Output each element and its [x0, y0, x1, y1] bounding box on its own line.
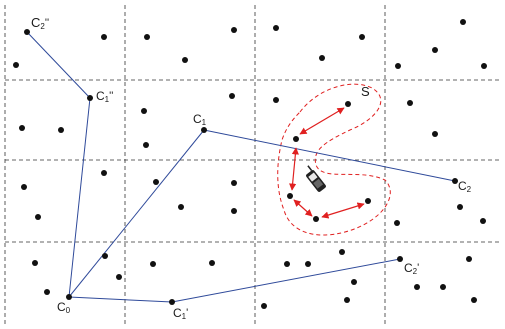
node — [19, 125, 25, 131]
target-region-outline — [277, 83, 391, 236]
node — [273, 97, 279, 103]
node — [287, 193, 293, 199]
node — [293, 136, 299, 142]
dashed-grid — [4, 5, 500, 325]
node — [101, 170, 107, 176]
node — [452, 178, 458, 184]
node — [432, 47, 438, 53]
label-c2: C2 — [458, 179, 472, 194]
node — [144, 34, 150, 40]
arrow-1 — [299, 107, 345, 135]
node — [153, 179, 159, 185]
label-c0: C0 — [57, 300, 71, 315]
label-c1-double-prime: C1'' — [96, 89, 113, 104]
node — [178, 204, 184, 210]
node — [351, 279, 357, 285]
node — [231, 180, 237, 186]
node — [414, 284, 420, 290]
node — [101, 34, 107, 40]
node — [201, 127, 207, 133]
node — [359, 34, 365, 40]
node — [66, 294, 72, 300]
node — [432, 131, 438, 137]
node — [344, 297, 350, 303]
mobile-phone-icon — [306, 165, 326, 192]
node — [480, 218, 486, 224]
node — [87, 95, 93, 101]
node — [440, 284, 446, 290]
node — [44, 289, 50, 295]
node — [407, 100, 413, 106]
path-c1p-c2p — [171, 258, 401, 303]
node — [397, 256, 403, 262]
node — [150, 261, 156, 267]
node — [284, 261, 290, 267]
node — [365, 198, 371, 204]
arrow-3 — [293, 199, 313, 217]
arrow-4 — [321, 202, 365, 219]
node — [209, 260, 215, 266]
node — [457, 204, 463, 210]
node — [141, 108, 147, 114]
node — [313, 216, 319, 222]
label-c2-double-prime: C2'' — [31, 15, 49, 31]
label-s: S — [361, 84, 370, 99]
node — [24, 29, 30, 35]
node — [471, 297, 477, 303]
route-arrows — [289, 107, 365, 219]
path-c1-c2 — [203, 129, 456, 182]
node — [169, 299, 175, 305]
node — [394, 220, 400, 226]
node — [231, 208, 237, 214]
node — [35, 214, 41, 220]
label-c2-prime: C2' — [404, 261, 419, 276]
node — [182, 57, 188, 63]
node — [261, 303, 267, 309]
node — [395, 63, 401, 69]
path-c1pp-c2pp — [26, 31, 91, 99]
arrow-2 — [289, 147, 299, 191]
node — [319, 55, 325, 61]
node — [32, 260, 38, 266]
node — [305, 261, 311, 267]
node — [460, 19, 466, 25]
node — [143, 142, 149, 148]
node — [481, 63, 487, 69]
path-c0-c1pp — [68, 97, 91, 298]
node — [229, 93, 235, 99]
node — [273, 25, 279, 31]
path-lines — [26, 31, 456, 303]
node — [102, 253, 108, 259]
node — [466, 256, 472, 262]
node-labels: C2'' C1'' C1 C2 C2' C0 C1' S — [31, 15, 472, 321]
node — [116, 274, 122, 280]
node — [345, 101, 351, 107]
label-c1: C1 — [193, 112, 207, 127]
node — [231, 27, 237, 33]
sensor-nodes — [13, 19, 487, 309]
path-c0-c1p — [68, 296, 173, 303]
path-c0-c1 — [68, 129, 205, 298]
label-c1-prime: C1' — [173, 306, 188, 321]
node — [21, 184, 27, 190]
node — [339, 249, 345, 255]
node — [13, 62, 19, 68]
node — [58, 127, 64, 133]
